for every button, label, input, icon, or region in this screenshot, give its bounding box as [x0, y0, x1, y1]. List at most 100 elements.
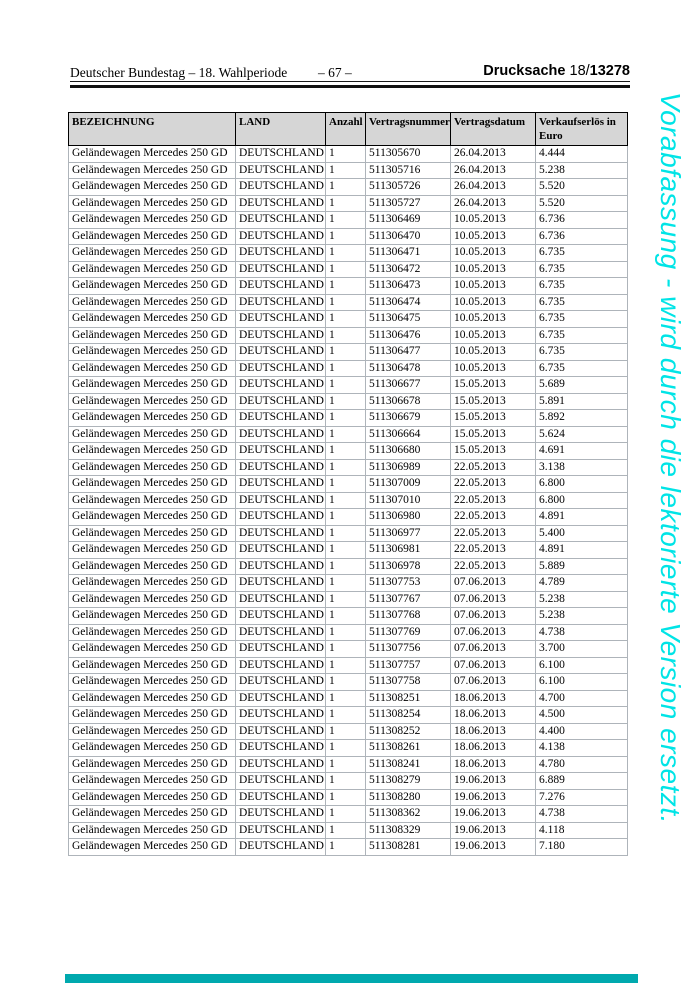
- table-cell: Geländewagen Mercedes 250 GD: [68, 623, 236, 641]
- table-row: Geländewagen Mercedes 250 GD DEUTSCHLAND 1…: [68, 343, 628, 361]
- table-row: Geländewagen Mercedes 250 GD DEUTSCHLAND 1…: [68, 244, 628, 262]
- table-row: Geländewagen Mercedes 250 GD DEUTSCHLAND 1…: [68, 805, 628, 823]
- table-row: Geländewagen Mercedes 250 GD DEUTSCHLAND 1…: [68, 574, 628, 592]
- table-cell: 1: [325, 343, 366, 361]
- table-cell: DEUTSCHLAND: [235, 805, 326, 823]
- table-row: Geländewagen Mercedes 250 GD DEUTSCHLAND 1…: [68, 772, 628, 790]
- table-cell: 3.138: [535, 458, 628, 476]
- table-cell: 7.276: [535, 788, 628, 806]
- table-cell: 1: [325, 623, 366, 641]
- table-cell: DEUTSCHLAND: [235, 293, 326, 311]
- table-cell: 10.05.2013: [450, 359, 536, 377]
- table-row: Geländewagen Mercedes 250 GD DEUTSCHLAND 1…: [68, 623, 628, 641]
- table-cell: 26.04.2013: [450, 161, 536, 179]
- table-cell: Geländewagen Mercedes 250 GD: [68, 409, 236, 427]
- table-cell: 19.06.2013: [450, 788, 536, 806]
- table-cell: 07.06.2013: [450, 656, 536, 674]
- table-cell: DEUTSCHLAND: [235, 442, 326, 460]
- table-cell: Geländewagen Mercedes 250 GD: [68, 244, 236, 262]
- table-row: Geländewagen Mercedes 250 GD DEUTSCHLAND 1…: [68, 689, 628, 707]
- table-cell: 1: [325, 838, 366, 856]
- table-cell: DEUTSCHLAND: [235, 574, 326, 592]
- table-cell: 511307010: [365, 491, 451, 509]
- table-cell: DEUTSCHLAND: [235, 722, 326, 740]
- drucksache-prefix: 18/: [569, 63, 590, 79]
- table-cell: 5.892: [535, 409, 628, 427]
- table-cell: 22.05.2013: [450, 524, 536, 542]
- table-cell: 1: [325, 739, 366, 757]
- table-cell: Geländewagen Mercedes 250 GD: [68, 442, 236, 460]
- table-cell: 6.735: [535, 310, 628, 328]
- table-cell: 1: [325, 326, 366, 344]
- table-cell: Geländewagen Mercedes 250 GD: [68, 838, 236, 856]
- table-cell: 1: [325, 590, 366, 608]
- table-cell: 511308251: [365, 689, 451, 707]
- table-cell: 511308261: [365, 739, 451, 757]
- column-header: Anzahl: [325, 112, 366, 146]
- header-rule-thick: [70, 85, 630, 88]
- table-cell: 4.891: [535, 508, 628, 526]
- table-row: Geländewagen Mercedes 250 GD DEUTSCHLAND 1…: [68, 145, 628, 163]
- table-cell: DEUTSCHLAND: [235, 689, 326, 707]
- table-row: Geländewagen Mercedes 250 GD DEUTSCHLAND 1…: [68, 376, 628, 394]
- table-cell: 10.05.2013: [450, 211, 536, 229]
- table-cell: DEUTSCHLAND: [235, 194, 326, 212]
- table-cell: 6.735: [535, 244, 628, 262]
- table-cell: 1: [325, 689, 366, 707]
- table-cell: 4.118: [535, 821, 628, 839]
- table-cell: Geländewagen Mercedes 250 GD: [68, 359, 236, 377]
- table-cell: DEUTSCHLAND: [235, 590, 326, 608]
- table-cell: 511306474: [365, 293, 451, 311]
- table-cell: 5.889: [535, 557, 628, 575]
- table-cell: Geländewagen Mercedes 250 GD: [68, 491, 236, 509]
- table-cell: 19.06.2013: [450, 838, 536, 856]
- table-cell: 1: [325, 706, 366, 724]
- table-cell: 10.05.2013: [450, 277, 536, 295]
- table-cell: 1: [325, 161, 366, 179]
- table-cell: 1: [325, 211, 366, 229]
- table-row: Geländewagen Mercedes 250 GD DEUTSCHLAND 1…: [68, 442, 628, 460]
- table-cell: 511306678: [365, 392, 451, 410]
- table-row: Geländewagen Mercedes 250 GD DEUTSCHLAND 1…: [68, 821, 628, 839]
- column-header: Vertragsnummer: [365, 112, 451, 146]
- table-cell: 5.238: [535, 607, 628, 625]
- table-cell: Geländewagen Mercedes 250 GD: [68, 557, 236, 575]
- table-cell: 22.05.2013: [450, 557, 536, 575]
- table-cell: Geländewagen Mercedes 250 GD: [68, 293, 236, 311]
- table-cell: 26.04.2013: [450, 145, 536, 163]
- table-cell: DEUTSCHLAND: [235, 392, 326, 410]
- table-cell: 511306477: [365, 343, 451, 361]
- table-cell: DEUTSCHLAND: [235, 524, 326, 542]
- table-cell: 18.06.2013: [450, 755, 536, 773]
- table-row: Geländewagen Mercedes 250 GD DEUTSCHLAND 1…: [68, 425, 628, 443]
- table-cell: 511305670: [365, 145, 451, 163]
- table-cell: 511306981: [365, 541, 451, 559]
- table-cell: 511306980: [365, 508, 451, 526]
- table-cell: 18.06.2013: [450, 722, 536, 740]
- table-cell: DEUTSCHLAND: [235, 821, 326, 839]
- table-cell: 4.780: [535, 755, 628, 773]
- table-cell: DEUTSCHLAND: [235, 260, 326, 278]
- table-cell: 1: [325, 178, 366, 196]
- table-cell: DEUTSCHLAND: [235, 623, 326, 641]
- table-cell: Geländewagen Mercedes 250 GD: [68, 326, 236, 344]
- table-row: Geländewagen Mercedes 250 GD DEUTSCHLAND 1…: [68, 211, 628, 229]
- table-cell: 1: [325, 293, 366, 311]
- table-row: Geländewagen Mercedes 250 GD DEUTSCHLAND 1…: [68, 706, 628, 724]
- table-cell: 5.520: [535, 194, 628, 212]
- table-cell: 511306679: [365, 409, 451, 427]
- table-cell: 26.04.2013: [450, 178, 536, 196]
- table-cell: Geländewagen Mercedes 250 GD: [68, 392, 236, 410]
- table-cell: 511307769: [365, 623, 451, 641]
- table-cell: Geländewagen Mercedes 250 GD: [68, 260, 236, 278]
- table-cell: Geländewagen Mercedes 250 GD: [68, 310, 236, 328]
- table-cell: 1: [325, 524, 366, 542]
- table-cell: 5.689: [535, 376, 628, 394]
- table-header-row: BEZEICHNUNG LAND Anzahl Vertragsnummer Vertr…: [68, 112, 628, 146]
- drucksache-label: Drucksache: [483, 63, 566, 79]
- table-row: Geländewagen Mercedes 250 GD DEUTSCHLAND 1…: [68, 392, 628, 410]
- table-cell: 6.889: [535, 772, 628, 790]
- table-row: Geländewagen Mercedes 250 GD DEUTSCHLAND 1…: [68, 277, 628, 295]
- table-cell: DEUTSCHLAND: [235, 326, 326, 344]
- table-cell: 1: [325, 788, 366, 806]
